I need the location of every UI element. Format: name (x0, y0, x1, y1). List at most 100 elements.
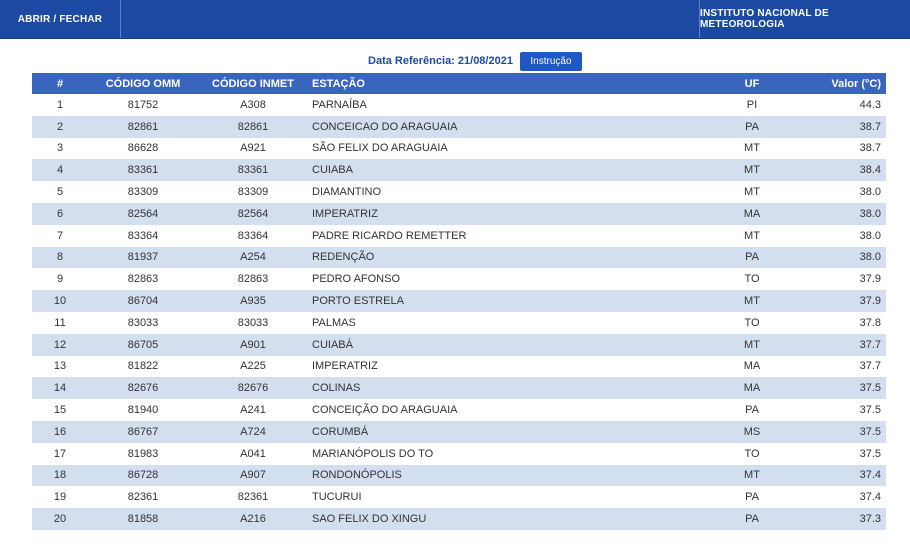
station-name: PORTO ESTRELA (312, 295, 404, 308)
row-index: 5 (56, 186, 64, 199)
header-uf[interactable]: UF (744, 77, 760, 90)
temperature-value: 37.9 (859, 273, 881, 286)
omm-code: 81752 (127, 98, 159, 111)
temperature-value: 38.7 (859, 142, 881, 155)
table-row[interactable]: 15 81940 A241 CONCEIÇÃO DO ARAGUAIA PA 37.5 (32, 399, 886, 421)
row-index: 20 (53, 513, 67, 526)
inmet-code: A241 (240, 404, 266, 417)
row-index: 2 (56, 120, 64, 133)
instruction-button[interactable]: Instrução (519, 51, 582, 71)
station-name: MARIANÓPOLIS DO TO (312, 447, 434, 460)
table-row[interactable]: 11 83033 83033 PALMAS TO 37.8 (32, 311, 886, 334)
state-uf: MT (744, 229, 760, 242)
toggle-menu-button[interactable]: ABRIR / FECHAR (0, 0, 121, 38)
temperature-value: 38.0 (859, 186, 881, 199)
top-bar: ABRIR / FECHAR INSTITUTO NACIONAL DE MET… (0, 0, 910, 39)
row-index: 10 (53, 295, 67, 308)
station-name: CONCEICAO DO ARAGUAIA (312, 120, 458, 133)
station-name: RONDONÓPOLIS (312, 469, 402, 482)
inmet-code: 82564 (237, 207, 269, 220)
temperature-value: 37.4 (859, 491, 881, 504)
state-uf: MT (744, 164, 760, 177)
table-row[interactable]: 17 81983 A041 MARIANÓPOLIS DO TO TO 37.5 (32, 442, 886, 465)
temperature-value: 38.0 (859, 207, 881, 220)
inmet-code: 83033 (237, 316, 269, 329)
state-uf: PA (745, 491, 759, 504)
table-row[interactable]: 2 82861 82861 CONCEICAO DO ARAGUAIA PA 38.7 (32, 115, 886, 138)
table-row[interactable]: 9 82863 82863 PEDRO AFONSO TO 37.9 (32, 268, 886, 291)
row-index: 6 (56, 207, 64, 220)
table-row[interactable]: 1 81752 A308 PARNAÍBA PI 44.3 (32, 94, 886, 116)
row-index: 13 (53, 360, 67, 373)
state-uf: MT (744, 295, 760, 308)
state-uf: MA (743, 207, 761, 220)
row-index: 3 (56, 142, 64, 155)
table-row[interactable]: 20 81858 A216 SAO FELIX DO XINGU PA 37.3 (32, 508, 886, 530)
header-omm-code[interactable]: CÓDIGO OMM (105, 77, 181, 90)
table-row[interactable]: 19 82361 82361 TUCURUI PA 37.4 (32, 486, 886, 509)
inmet-code: A724 (240, 425, 266, 438)
table-row[interactable]: 4 83361 83361 CUIABA MT 38.4 (32, 159, 886, 182)
station-name: PADRE RICARDO REMETTER (312, 229, 467, 242)
omm-code: 81858 (127, 513, 159, 526)
station-name: SÃO FELIX DO ARAGUAIA (312, 142, 448, 155)
state-uf: TO (744, 316, 760, 329)
row-index: 1 (56, 98, 64, 111)
table-header-row: # CÓDIGO OMM CÓDIGO INMET ESTAÇÃO UF Val… (32, 73, 886, 94)
header-station[interactable]: ESTAÇÃO (312, 77, 365, 90)
station-name: REDENÇÃO (312, 251, 375, 264)
row-index: 11 (54, 316, 66, 329)
station-name: DIAMANTINO (312, 186, 382, 199)
station-name: IMPERATRIZ (312, 360, 378, 373)
state-uf: MT (744, 469, 760, 482)
table-row[interactable]: 14 82676 82676 COLINAS MA 37.5 (32, 377, 886, 400)
omm-code: 82676 (127, 382, 159, 395)
omm-code: 82361 (127, 491, 159, 504)
table-row[interactable]: 13 81822 A225 IMPERATRIZ MA 37.7 (32, 355, 886, 378)
table-row[interactable]: 12 86705 A901 CUIABÁ MT 37.7 (32, 333, 886, 356)
inmet-code: 82361 (237, 491, 269, 504)
state-uf: PA (745, 404, 759, 417)
table-row[interactable]: 16 86767 A724 CORUMBÁ MS 37.5 (32, 420, 886, 443)
inmet-code: A225 (240, 360, 266, 373)
station-name: COLINAS (312, 382, 361, 395)
omm-code: 83364 (127, 229, 159, 242)
inmet-code: 83364 (237, 229, 269, 242)
omm-code: 81983 (127, 447, 159, 460)
inmet-code: A254 (240, 251, 266, 264)
omm-code: 86728 (127, 469, 159, 482)
table-row[interactable]: 6 82564 82564 IMPERATRIZ MA 38.0 (32, 202, 886, 225)
row-index: 7 (56, 229, 64, 242)
omm-code: 81940 (127, 404, 159, 417)
station-name: CONCEIÇÃO DO ARAGUAIA (312, 404, 458, 417)
top-bar-spacer (121, 0, 699, 38)
state-uf: PA (745, 251, 759, 264)
temperature-value: 37.3 (859, 513, 881, 526)
table-row[interactable]: 18 86728 A907 RONDONÓPOLIS MT 37.4 (32, 464, 886, 487)
temperature-value: 38.7 (859, 120, 881, 133)
row-index: 17 (53, 447, 67, 460)
row-index: 12 (53, 338, 67, 351)
table-row[interactable]: 8 81937 A254 REDENÇÃO PA 38.0 (32, 246, 886, 269)
table-row[interactable]: 10 86704 A935 PORTO ESTRELA MT 37.9 (32, 290, 886, 312)
row-index: 15 (53, 404, 67, 417)
table-row[interactable]: 5 83309 83309 DIAMANTINO MT 38.0 (32, 181, 886, 203)
temperature-value: 37.5 (859, 404, 881, 417)
header-index[interactable]: # (56, 77, 64, 90)
row-index: 14 (53, 382, 67, 395)
omm-code: 81822 (127, 360, 159, 373)
row-index: 9 (56, 273, 64, 286)
header-value[interactable]: Valor (°C) (831, 77, 881, 90)
table-row[interactable]: 3 86628 A921 SÃO FELIX DO ARAGUAIA MT 38.7 (32, 137, 886, 160)
institute-title: INSTITUTO NACIONAL DE METEOROLOGIA (699, 0, 910, 38)
header-inmet-code[interactable]: CÓDIGO INMET (212, 77, 294, 90)
temperature-value: 38.0 (859, 229, 881, 242)
temperature-value: 37.7 (859, 338, 881, 351)
omm-code: 86705 (127, 338, 159, 351)
inmet-code: 83361 (237, 164, 269, 177)
table-row[interactable]: 7 83364 83364 PADRE RICARDO REMETTER MT 38.0 (32, 224, 886, 247)
omm-code: 82863 (127, 273, 159, 286)
row-index: 8 (56, 251, 64, 264)
inmet-code: 82676 (237, 382, 269, 395)
inmet-code: A041 (240, 447, 266, 460)
